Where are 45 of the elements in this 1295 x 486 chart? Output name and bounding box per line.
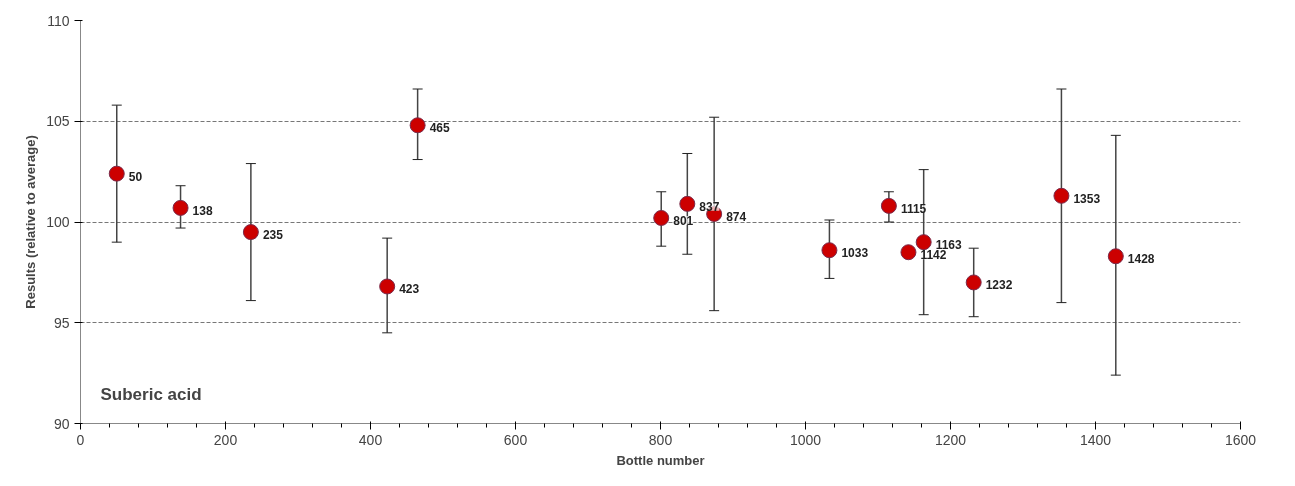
point bbox=[1107, 248, 1124, 265]
annotation: 1115 bbox=[900, 201, 927, 216]
annotation: 1232 bbox=[985, 278, 1013, 293]
x-axis-title: Bottle number bbox=[616, 452, 705, 468]
annotation: 235 bbox=[262, 228, 284, 243]
point bbox=[900, 244, 917, 261]
x-tick-label: 600 bbox=[503, 431, 528, 448]
annotation: 50 bbox=[128, 169, 143, 184]
annotation: 1142 bbox=[920, 248, 947, 263]
point bbox=[108, 165, 125, 182]
x-tick-label: 800 bbox=[648, 431, 673, 448]
y-tick-label: 105 bbox=[46, 113, 70, 130]
point bbox=[409, 117, 426, 134]
annotation: 1428 bbox=[1127, 252, 1155, 267]
point bbox=[379, 278, 396, 295]
point bbox=[1053, 187, 1070, 204]
y-tick-label: 100 bbox=[46, 214, 70, 230]
annotation: 801 bbox=[673, 213, 694, 228]
x-tick-label: 1200 bbox=[934, 431, 967, 448]
point bbox=[242, 224, 259, 241]
y-tick-label: 90 bbox=[53, 415, 70, 432]
annotation: 465 bbox=[429, 121, 450, 136]
point bbox=[679, 195, 696, 212]
x-tick-label: 1400 bbox=[1079, 431, 1112, 448]
point bbox=[915, 234, 932, 251]
point bbox=[965, 274, 982, 291]
x-tick-label: 200 bbox=[213, 431, 238, 448]
annotation: 138 bbox=[192, 203, 213, 218]
annotation: 1033 bbox=[841, 246, 869, 261]
annotation: 1353 bbox=[1073, 191, 1101, 206]
x-tick-label: 1000 bbox=[789, 431, 822, 448]
point bbox=[172, 199, 189, 216]
point bbox=[880, 197, 897, 214]
point bbox=[821, 242, 838, 259]
annotation: 874 bbox=[726, 209, 747, 224]
x-tick-label: 400 bbox=[358, 431, 383, 448]
x-tick-label: 0 bbox=[76, 431, 85, 448]
annotation: 423 bbox=[399, 282, 420, 297]
y-axis-title: Results (relative to average) bbox=[23, 135, 39, 309]
y-tick-label: 95 bbox=[53, 314, 70, 331]
x-tick-label: 1600 bbox=[1224, 431, 1257, 448]
annotation: 837 bbox=[699, 199, 720, 214]
y-tick-label: 110 bbox=[47, 12, 70, 29]
point bbox=[653, 209, 670, 226]
text: Suberic acid bbox=[100, 384, 202, 404]
